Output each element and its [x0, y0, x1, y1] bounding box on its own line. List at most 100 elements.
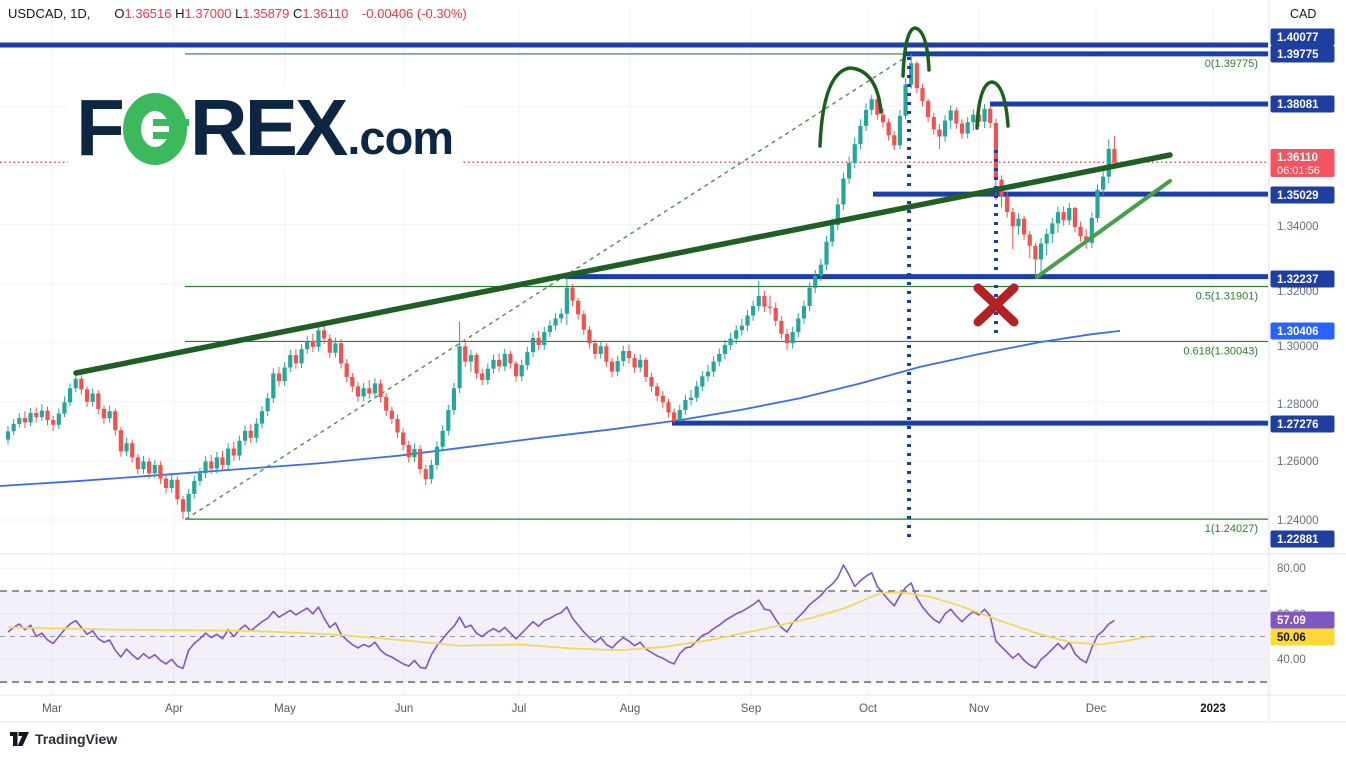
candle-body	[378, 383, 383, 398]
candle-body	[485, 368, 490, 380]
candle-body	[672, 412, 677, 422]
candle-body	[242, 430, 248, 441]
rsi-ma-line[interactable]	[7, 591, 1151, 652]
candle-body	[282, 367, 287, 382]
candle-body	[209, 461, 214, 469]
candle-body	[1010, 212, 1015, 227]
price-label-box-1.32237[interactable]	[1270, 270, 1335, 288]
price-label-box-57.09[interactable]	[1270, 611, 1335, 629]
candle-body	[909, 63, 914, 85]
candle-body	[1106, 148, 1111, 177]
left-shoulder-arc[interactable]	[818, 66, 883, 148]
candle-body	[1112, 148, 1117, 163]
candle-body	[700, 376, 705, 387]
candle-body	[564, 287, 569, 314]
candle-body	[28, 413, 33, 423]
ohlc-values: O1.36516 H1.37000 L1.35879 C1.36110	[114, 6, 352, 21]
price-label-text: 1.40077	[1277, 32, 1319, 44]
candle-body	[90, 393, 95, 402]
symbol-title[interactable]: USDCAD, 1D,	[8, 6, 91, 21]
price-label-box-50.06[interactable]	[1270, 628, 1335, 646]
symbol-legend[interactable]: USDCAD, 1D, O1.36516 H1.37000 L1.35879 C…	[8, 6, 467, 21]
candle-body	[254, 423, 259, 438]
candle-body	[818, 264, 823, 276]
candle-body	[429, 465, 434, 480]
candle-body	[683, 400, 688, 411]
price-scale-label: 1.28000	[1277, 399, 1319, 411]
dashed-trendline[interactable]	[185, 56, 907, 520]
candle-body	[434, 446, 440, 465]
price-label-text: 1.39775	[1277, 49, 1319, 61]
candle-body	[293, 355, 298, 364]
candle-body	[948, 110, 953, 121]
candle-body	[643, 359, 648, 377]
candle-body	[739, 325, 744, 331]
candle-body	[180, 499, 186, 512]
x-mark[interactable]	[973, 283, 1019, 327]
price-label-box-1.40077[interactable]	[1270, 28, 1335, 46]
tradingview-label: TradingView	[35, 731, 118, 747]
candle-body	[5, 431, 11, 440]
candle-body	[570, 287, 575, 301]
candle-body	[688, 397, 694, 401]
major-trendline[interactable]	[73, 152, 1173, 376]
candle-body	[118, 430, 123, 452]
candle-body	[169, 479, 174, 489]
price-label-text: 1.22881	[1277, 534, 1319, 546]
candle-body	[175, 479, 180, 500]
candle-body	[152, 465, 157, 474]
candle-body	[892, 135, 897, 146]
head-arc[interactable]	[901, 26, 931, 78]
price-label-box-1.39775[interactable]	[1270, 45, 1335, 63]
candle-body	[852, 144, 857, 164]
candle-body	[587, 329, 592, 344]
candle-body	[491, 359, 496, 369]
candle-body	[361, 388, 366, 397]
price-label-text: 57.09	[1277, 615, 1306, 627]
tradingview-logo[interactable]: TradingView	[10, 731, 117, 747]
right-shoulder-arc[interactable]	[975, 80, 1010, 130]
candle-body	[767, 306, 773, 308]
ma-200-line[interactable]	[0, 329, 1121, 487]
ohlc-key: O	[114, 6, 125, 21]
candle-body	[1027, 234, 1032, 246]
price-label-box-1.22881[interactable]	[1270, 530, 1335, 548]
candle-body	[790, 332, 795, 344]
candle-body	[423, 469, 428, 480]
candle-body	[835, 204, 840, 226]
price-label-box-1.27276[interactable]	[1270, 415, 1335, 433]
candle-body	[1050, 223, 1055, 234]
price-label-text: 1.38081	[1277, 99, 1319, 111]
watermark-rex: REX	[189, 83, 348, 172]
candle-body	[395, 418, 400, 433]
candle-body	[406, 444, 411, 458]
month-label: Dec	[1086, 703, 1107, 715]
candle-body	[830, 225, 835, 242]
month-label: 2023	[1200, 703, 1226, 715]
candle-body	[638, 359, 643, 368]
fib-level-label: 0.618(1.30043)	[1183, 345, 1258, 357]
price-label-box-1.30406[interactable]	[1270, 322, 1335, 340]
candle-body	[751, 306, 756, 316]
price-label-box-1.35029[interactable]	[1270, 186, 1335, 204]
ohlc-value: 1.36516	[124, 6, 176, 21]
price-label-box-1.38081[interactable]	[1270, 95, 1335, 113]
month-label: May	[274, 703, 296, 715]
candle-body	[440, 430, 445, 447]
price-label-text: 1.32237	[1277, 274, 1319, 286]
candle-body	[463, 346, 468, 362]
minor-trendline[interactable]	[1035, 179, 1172, 279]
candle-body	[711, 361, 716, 372]
candle-body	[959, 123, 965, 134]
candle-body	[604, 346, 609, 362]
candle-body	[299, 349, 304, 364]
price-label-box-1.36110[interactable]	[1270, 149, 1335, 177]
candle-body	[401, 432, 406, 445]
candle-body	[598, 346, 603, 354]
candle-body	[367, 388, 372, 394]
candle-body	[807, 287, 812, 307]
candle-body	[559, 313, 564, 319]
rsi-line[interactable]	[7, 564, 1115, 670]
